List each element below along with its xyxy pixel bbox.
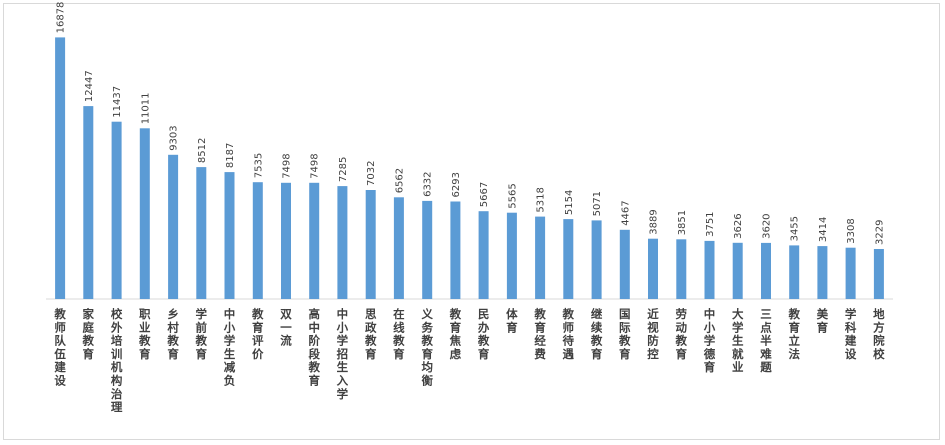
category-label-15: 民办教育 [477,307,490,361]
bar-10 [337,186,348,299]
value-label-19: 5071 [592,191,603,216]
value-label-16: 5565 [507,183,518,208]
category-labels-group: 教师队伍建设 家庭教育 校外培训机构治理 职业教育 乡村教育 学前教育 中小学生减负 教育评价… [53,307,885,414]
category-label-4: 乡村教育 [166,307,179,361]
value-label-25: 3620 [762,213,773,238]
value-labels-group: 16878 12447 11437 11011 9303 8512 8187 7535 7498… [56,2,886,245]
bar-2 [111,121,122,299]
value-label-10: 7285 [338,157,349,182]
category-label-17: 教育经费 [533,307,546,361]
bar-16 [506,212,517,299]
category-label-22: 劳动教育 [675,307,688,361]
value-label-11: 7032 [366,161,377,186]
category-label-3: 职业教育 [138,307,151,361]
value-label-29: 3229 [874,220,885,245]
bar-0 [55,37,66,300]
value-label-26: 3455 [790,216,801,241]
value-label-3: 11011 [140,92,151,124]
value-label-4: 9303 [169,125,180,150]
category-label-13: 义务教育均衡 [420,307,433,388]
value-label-12: 6562 [394,168,405,193]
category-label-0: 教师队伍建设 [53,307,66,388]
category-label-21: 近视防控 [647,307,659,361]
category-label-18: 教师待遇 [562,307,575,361]
category-label-9: 高中阶段教育 [307,307,320,388]
category-label-2: 校外培训机构治理 [110,307,123,414]
category-label-7: 教育评价 [251,307,264,361]
bar-11 [365,190,376,299]
value-label-15: 5667 [479,182,490,207]
value-label-5: 8512 [197,138,208,163]
category-label-10: 中小学招生入学 [336,307,349,401]
value-label-7: 7535 [253,153,264,178]
bar-12 [393,197,404,299]
category-label-5: 学前教育 [195,307,208,361]
value-label-2: 11437 [112,86,123,118]
value-label-14: 6293 [451,172,462,197]
value-label-24: 3626 [733,213,744,238]
category-label-19: 继续教育 [590,307,603,361]
value-label-0: 16878 [56,2,67,34]
bar-28 [845,247,856,299]
bar-7 [252,182,263,299]
value-label-13: 6332 [423,171,434,196]
category-label-26: 教育立法 [787,307,800,361]
bar-3 [139,128,150,299]
bar-15 [478,211,489,299]
category-label-23: 中小学德育 [703,307,716,374]
bar-23 [704,240,715,299]
bar-13 [422,200,433,299]
category-label-28: 学科建设 [845,307,857,361]
bar-21 [648,238,658,299]
bar-24 [732,242,743,299]
category-label-8: 双一流 [279,307,292,348]
value-label-28: 3308 [846,218,857,243]
category-label-12: 在线教育 [392,307,405,361]
bar-29 [873,249,884,299]
bar-9 [309,182,320,299]
bar-27 [817,246,828,299]
value-label-17: 5318 [536,187,547,212]
bars-group [55,37,884,300]
bar-5 [196,167,207,299]
category-label-11: 思政教育 [364,307,377,361]
value-label-21: 3889 [649,209,660,234]
bar-19 [591,220,602,299]
bar-20 [619,229,630,299]
value-label-22: 3851 [677,210,688,235]
bar-18 [563,219,574,299]
value-label-23: 3751 [705,211,716,236]
bar-4 [168,154,179,299]
category-label-14: 教育焦虑 [449,307,462,361]
category-label-25: 三点半难题 [759,307,772,374]
category-label-27: 美育 [817,307,829,334]
bar-26 [789,245,800,299]
bar-1 [83,106,94,299]
value-label-1: 12447 [84,70,95,102]
bar-17 [535,216,546,299]
category-label-1: 家庭教育 [82,307,95,361]
chart-frame [3,3,940,440]
value-label-9: 7498 [310,153,321,178]
category-label-29: 地方院校 [873,307,885,361]
category-label-6: 中小学生减负 [223,307,236,388]
value-label-18: 5154 [564,190,575,215]
bar-6 [224,172,235,299]
value-label-6: 8187 [225,143,236,168]
bar-22 [676,239,687,299]
category-label-20: 国际教育 [618,307,631,361]
bar-25 [761,242,771,299]
bar-14 [450,201,461,299]
bar-8 [281,182,291,299]
category-label-16: 体育 [506,307,518,334]
value-label-27: 3414 [818,217,829,242]
category-label-24: 大学生就业 [732,307,744,374]
value-label-8: 7498 [282,153,293,178]
value-label-20: 4467 [620,200,631,225]
